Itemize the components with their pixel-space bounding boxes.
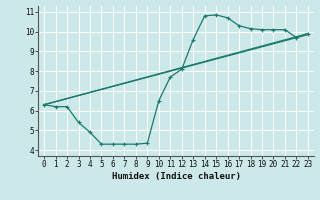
X-axis label: Humidex (Indice chaleur): Humidex (Indice chaleur) bbox=[111, 172, 241, 181]
